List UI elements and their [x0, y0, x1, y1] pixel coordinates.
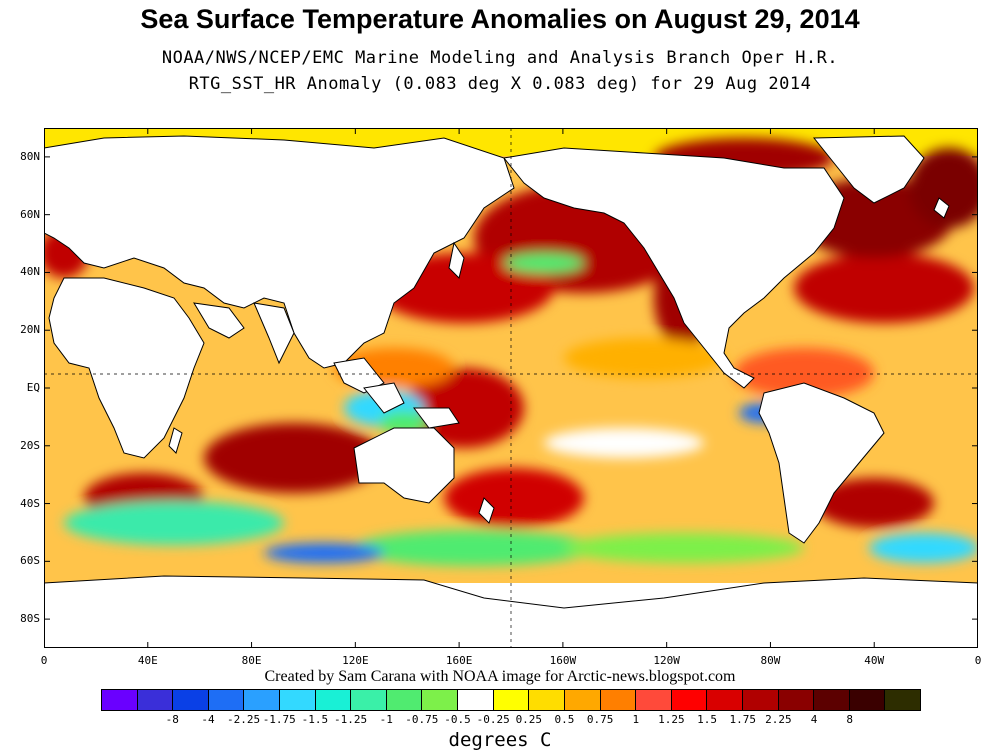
- map-title: Sea Surface Temperature Anomalies on Aug…: [140, 4, 860, 34]
- land-south-america: [758, 382, 885, 544]
- legend-swatch: [422, 690, 459, 710]
- land-india: [253, 302, 295, 365]
- lon-tick-label: 120E: [342, 654, 369, 667]
- legend-swatch: [173, 690, 209, 710]
- legend-tick-label: -0.75: [405, 713, 439, 726]
- legend-tick-label: -0.5: [444, 713, 471, 726]
- land-greenland: [812, 135, 925, 204]
- legend-tick-label: 1: [632, 713, 640, 726]
- legend-swatch: [814, 690, 850, 710]
- land-new-zealand: [478, 497, 495, 524]
- legend-swatch: [885, 690, 921, 710]
- land-borneo: [363, 382, 405, 414]
- legend-swatch: [778, 690, 815, 710]
- legend-swatch: [493, 690, 530, 710]
- map-subtitle-source: NOAA/NWS/NCEP/EMC Marine Modeling and An…: [161, 48, 839, 68]
- lon-tick-label: 160W: [549, 654, 577, 667]
- legend-swatch: [564, 690, 601, 710]
- lon-tick-label: 80E: [241, 654, 262, 667]
- legend-tick-label: -0.25: [476, 713, 510, 726]
- map-frame: [44, 128, 978, 648]
- land-australia: [353, 427, 455, 504]
- legend-tick-label: 1.5: [697, 713, 718, 726]
- lon-tick-label: 0: [974, 654, 982, 667]
- land-madagascar: [168, 427, 183, 454]
- legend-swatch: [386, 690, 423, 710]
- lat-tick-label: 20N: [20, 323, 40, 337]
- legend-tick-label: -1: [379, 713, 393, 726]
- graticule: [44, 128, 978, 648]
- lon-tick-label: 160E: [445, 654, 473, 667]
- legend-swatch: [244, 690, 281, 710]
- legend-tick-label: 1.25: [658, 713, 685, 726]
- legend-swatch: [671, 690, 708, 710]
- legend-swatch: [707, 690, 743, 710]
- land-eurasia: [44, 135, 515, 369]
- color-legend: [101, 689, 921, 711]
- map-canvas: [44, 128, 978, 648]
- lat-tick-label: 80S: [20, 612, 40, 626]
- lon-tick-label: 120W: [653, 654, 680, 667]
- legend-tick-label: 1.75: [729, 713, 756, 726]
- legend-swatch: [280, 690, 316, 710]
- land-britain: [933, 197, 950, 219]
- legend-units: degrees C: [448, 729, 552, 751]
- legend-swatch: [137, 690, 174, 710]
- legend-tick-label: 0.5: [554, 713, 575, 726]
- lat-tick-label: 60S: [20, 554, 40, 568]
- lon-tick-label: 40W: [864, 654, 885, 667]
- land-arabia: [193, 302, 245, 339]
- lon-tick-label: 80W: [760, 654, 781, 667]
- legend-tick-label: -1.5: [301, 713, 329, 726]
- land-new-guinea: [413, 407, 460, 429]
- legend-tick-label: 0.75: [586, 713, 614, 726]
- legend-swatch: [458, 690, 494, 710]
- lon-tick-label: 0: [40, 654, 48, 667]
- legend-swatch: [600, 690, 637, 710]
- legend-swatch: [102, 690, 138, 710]
- legend-tick-label: -8: [165, 713, 179, 726]
- credit-line: Created by Sam Carana with NOAA image fo…: [264, 668, 736, 685]
- legend-tick-label: -1.25: [334, 713, 368, 726]
- land-japan: [448, 241, 465, 279]
- legend-tick-label: 8: [846, 713, 853, 726]
- legend-swatch: [315, 690, 352, 710]
- legend-swatch: [208, 690, 245, 710]
- sst-anomaly-map: [44, 128, 978, 648]
- legend-tick-label: 0.25: [515, 713, 543, 726]
- lat-tick-label: 60N: [20, 207, 40, 221]
- lat-tick-label: 40N: [20, 265, 40, 279]
- lat-tick-label: 40S: [20, 496, 40, 510]
- lat-tick-label: 20S: [20, 438, 40, 452]
- legend-swatch: [636, 690, 672, 710]
- map-subtitle-product: RTG_SST_HR Anomaly (0.083 deg X 0.083 de…: [188, 74, 812, 94]
- legend-swatch: [849, 690, 886, 710]
- legend-tick-label: -2.25: [227, 713, 261, 726]
- legend-tick-label: -1.75: [262, 713, 296, 726]
- land-africa: [48, 277, 205, 459]
- land-north-america: [503, 147, 845, 389]
- legend-swatch: [529, 690, 565, 710]
- legend-swatch: [351, 690, 387, 710]
- lat-tick-label: 80N: [20, 149, 40, 163]
- lat-tick-label: EQ: [26, 381, 40, 394]
- legend-tick-label: -4: [201, 713, 215, 726]
- legend-tick-label: 4: [810, 713, 818, 726]
- lon-tick-label: 40E: [137, 654, 158, 667]
- legend-tick-label: 2.25: [765, 713, 792, 726]
- legend-swatch: [742, 690, 779, 710]
